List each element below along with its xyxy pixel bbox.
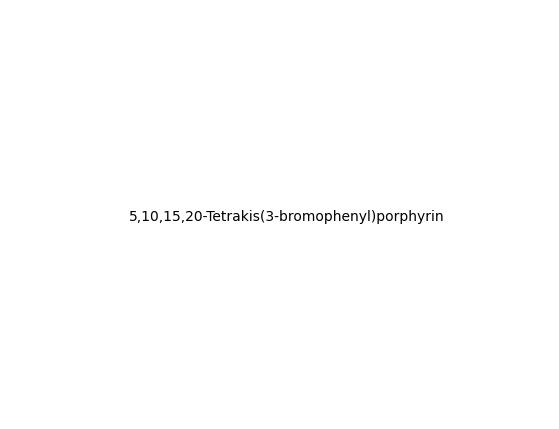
Text: 5,10,15,20-Tetrakis(3-bromophenyl)porphyrin: 5,10,15,20-Tetrakis(3-bromophenyl)porphy… <box>129 210 444 224</box>
